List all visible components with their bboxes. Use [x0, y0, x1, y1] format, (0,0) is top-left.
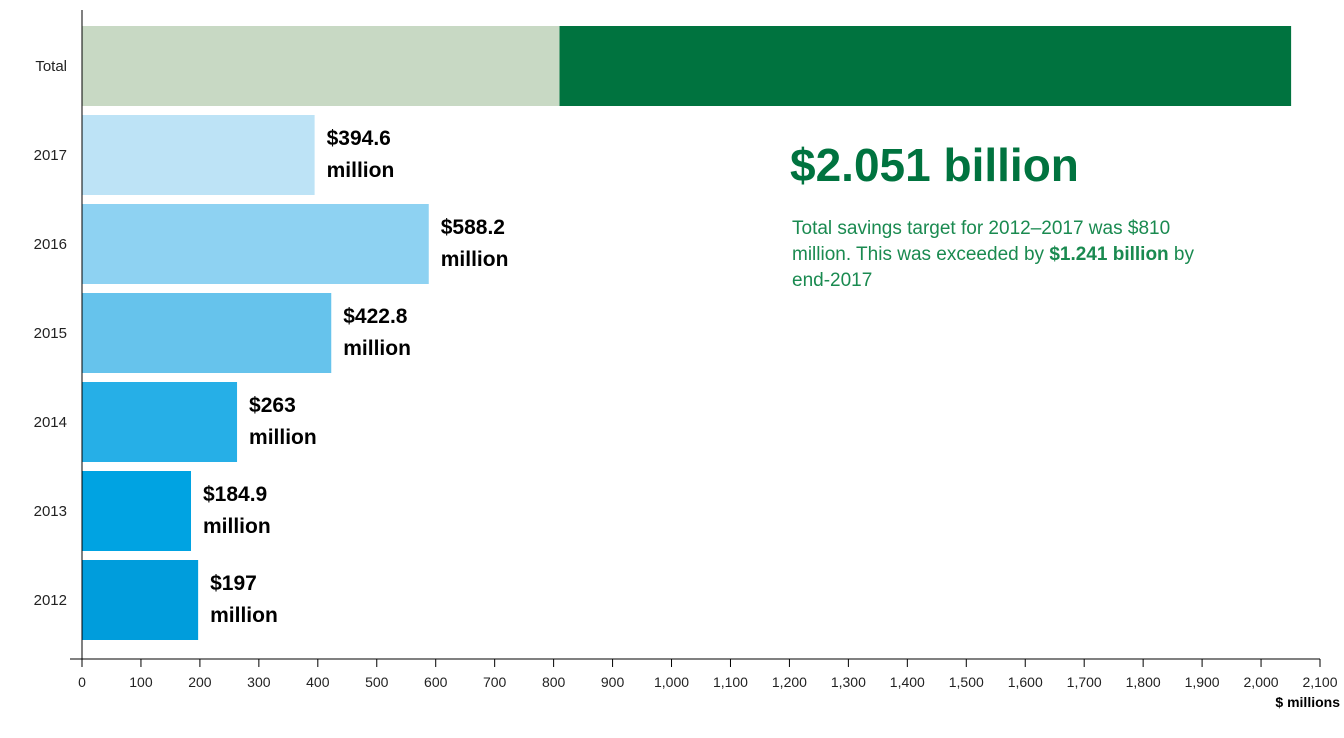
note-text-start: Total savings target for 2012–2017 was $…	[792, 218, 1171, 265]
x-tick-label: 2,100	[1302, 674, 1337, 690]
value-label-2012: $197	[210, 572, 257, 595]
bar-2016	[82, 204, 429, 284]
x-tick-label: 1,900	[1185, 674, 1220, 690]
value-unit-2013: million	[203, 515, 271, 538]
value-unit-2014: million	[249, 426, 317, 449]
x-tick-label: 500	[365, 674, 389, 690]
x-tick-label: 200	[188, 674, 212, 690]
x-tick-label: 400	[306, 674, 330, 690]
savings-target-note: Total savings target for 2012–2017 was $…	[792, 216, 1212, 294]
bar-total-segment-2	[559, 26, 1292, 106]
value-labels-group: $394.6 million $588.2 million $422.8 million $…	[203, 127, 508, 627]
axes-group: Total 2017 2016 2015 2014 2013 2012 0 100 200 300 4…	[34, 10, 1338, 690]
category-label-2014: 2014	[34, 414, 67, 431]
bars-group	[82, 26, 1292, 640]
x-tick-label: 800	[542, 674, 566, 690]
x-tick-label: 0	[78, 674, 86, 690]
bar-2015	[82, 293, 332, 373]
value-label-2016: $588.2	[441, 216, 505, 239]
value-unit-2015: million	[343, 337, 411, 360]
x-tick-label: 1,300	[831, 674, 866, 690]
x-tick-label: 2,000	[1244, 674, 1279, 690]
value-unit-2017: million	[327, 159, 395, 182]
x-tick-label: 1,600	[1008, 674, 1043, 690]
value-label-2013: $184.9	[203, 483, 267, 506]
value-label-2014: $263	[249, 394, 296, 417]
value-unit-2016: million	[441, 248, 509, 271]
x-tick-label: 1,200	[772, 674, 807, 690]
x-tick-label: 1,500	[949, 674, 984, 690]
note-text-end: by end-2017	[792, 244, 1195, 291]
bar-2012	[82, 560, 199, 640]
x-tick-label: 1,100	[713, 674, 748, 690]
note-text-bold: $1.241 billion	[1049, 244, 1169, 265]
category-label-2017: 2017	[34, 147, 67, 164]
bar-2014	[82, 382, 238, 462]
x-tick-label: 1,000	[654, 674, 689, 690]
bar-total-segment-1	[82, 26, 560, 106]
category-label-2013: 2013	[34, 503, 67, 520]
x-tick-label: 1,400	[890, 674, 925, 690]
x-tick-label: 300	[247, 674, 271, 690]
bar-2013	[82, 471, 192, 551]
x-tick-label: 1,800	[1126, 674, 1161, 690]
value-label-2015: $422.8	[343, 305, 408, 328]
x-tick-label: 100	[129, 674, 153, 690]
total-savings-headline: $2.051 billion	[790, 139, 1079, 191]
category-label-2015: 2015	[34, 325, 67, 342]
value-unit-2012: million	[210, 604, 278, 627]
x-axis-title: $ millions	[1275, 694, 1340, 710]
x-tick-label: 600	[424, 674, 448, 690]
bar-2017	[82, 115, 315, 195]
x-tick-label: 1,700	[1067, 674, 1102, 690]
x-tick-label: 900	[601, 674, 625, 690]
value-label-2017: $394.6	[327, 127, 391, 150]
x-tick-label: 700	[483, 674, 507, 690]
category-label-2016: 2016	[34, 236, 67, 253]
category-label-2012: 2012	[34, 592, 67, 609]
category-label-total: Total	[35, 58, 67, 75]
